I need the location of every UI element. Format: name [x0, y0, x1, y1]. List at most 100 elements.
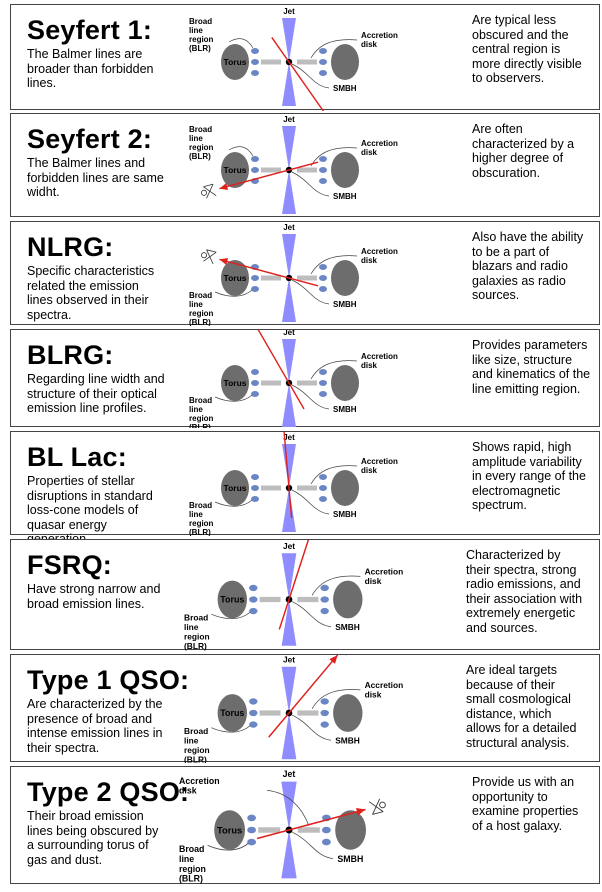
blr-cloud: [319, 369, 327, 375]
jet-label: Jet: [283, 223, 295, 232]
blr-cloud: [320, 698, 329, 705]
blr-cloud: [319, 391, 327, 397]
accretion-disk-right: [297, 275, 317, 281]
blr-leader: [228, 38, 254, 49]
line-of-sight: [256, 808, 366, 840]
accretion-disk-right: [297, 380, 317, 386]
blr-cloud: [319, 264, 327, 270]
agn-row: NLRG: Specific characteristics related th…: [10, 221, 600, 326]
accretion-disk-label: Accretion: [361, 139, 398, 148]
torus-right: [331, 44, 359, 80]
smbh-label: SMBH: [337, 854, 363, 864]
agn-type-remark: Characterized by their spectra, strong r…: [466, 548, 583, 635]
agn-type-description: The Balmer lines and forbidden lines are…: [27, 156, 164, 200]
accretion-disk-label: Accretion: [365, 566, 404, 576]
blr-label: Broad: [189, 125, 212, 134]
blr-leader: [207, 842, 249, 851]
accretion-disk-right: [297, 485, 317, 491]
blr-label: Broad: [184, 726, 208, 736]
torus-right: [331, 260, 359, 296]
accretion-disk-label: disk: [361, 148, 378, 157]
smbh-label: SMBH: [333, 300, 357, 309]
agn-row: Seyfert 2: The Balmer lines and forbidden…: [10, 113, 600, 217]
smbh-leader: [291, 171, 330, 197]
accretion-disk-left: [259, 596, 281, 603]
blr-cloud: [251, 59, 259, 65]
smbh-label: SMBH: [333, 510, 357, 519]
blr-label: (BLR): [184, 754, 207, 763]
blr-cloud: [319, 496, 327, 502]
jet-label: Jet: [283, 769, 296, 779]
blr-cloud: [319, 48, 327, 54]
blr-label: (BLR): [184, 641, 207, 651]
accretion-disk-label: Accretion: [179, 776, 220, 786]
accretion-disk-label: disk: [361, 256, 378, 265]
jet-cone-lower: [282, 62, 296, 106]
accretion-disk-right: [297, 710, 319, 716]
smbh-label: SMBH: [333, 405, 357, 414]
torus-label: Torus: [220, 708, 244, 718]
line-of-sight-arrowhead: [219, 258, 229, 265]
line-of-sight: [271, 37, 325, 111]
blr-cloud: [319, 286, 327, 292]
observer-line: [203, 186, 217, 197]
line-of-sight: [278, 540, 310, 630]
observer-line: [203, 183, 214, 188]
agn-type-title: FSRQ:: [27, 550, 112, 580]
blr-cloud: [319, 178, 327, 184]
jet-label: Jet: [283, 7, 295, 16]
torus-label: Torus: [217, 825, 242, 835]
jet-label: Jet: [283, 541, 295, 551]
blr-cloud: [247, 814, 256, 822]
jet-cone-upper: [282, 18, 296, 62]
agn-type-description: Properties of stellar disruptions in sta…: [27, 474, 153, 546]
agn-type-description: Are characterized by the presence of bro…: [27, 697, 163, 755]
torus-left: [221, 260, 249, 296]
blr-cloud: [251, 380, 259, 386]
observer-line: [206, 249, 217, 253]
blr-cloud: [319, 167, 327, 173]
agn-row: BL Lac: Properties of stellar disruptions…: [10, 431, 600, 546]
agn-unified-model-diagram: Jet Torus SMBH Accretion disk Broad line region…: [173, 767, 469, 885]
smbh-leader: [291, 714, 332, 741]
torus-label: Torus: [224, 273, 247, 283]
accretion-disk-left: [259, 710, 281, 716]
torus-left: [214, 810, 245, 850]
blr-leader: [211, 611, 251, 620]
blr-cloud: [251, 391, 259, 397]
observer-line: [368, 801, 384, 812]
blr-cloud: [249, 607, 258, 615]
blr-cloud: [320, 584, 329, 592]
jet-cone-upper: [281, 666, 297, 713]
blr-cloud: [320, 596, 329, 603]
blr-cloud: [322, 826, 331, 834]
blr-cloud: [249, 596, 258, 603]
agn-type-remark: Also have the ability to be a part of bl…: [472, 230, 584, 303]
agn-type-title: BLRG:: [27, 340, 114, 370]
torus-left: [221, 365, 249, 401]
smbh-leader: [291, 384, 330, 410]
jet-cone-lower: [281, 713, 297, 760]
observer-lens: [200, 252, 207, 259]
torus-right: [335, 810, 366, 850]
accretion-disk-right: [297, 59, 317, 65]
smbh-label: SMBH: [333, 192, 357, 201]
accretion-disk-label: disk: [365, 689, 382, 699]
agn-type-remark: Are ideal targets because of their small…: [466, 663, 577, 750]
blr-cloud: [319, 275, 327, 281]
jet-label: Jet: [283, 330, 295, 337]
agn-row: Type 2 QSO: Their broad emission lines be…: [10, 766, 600, 884]
jet-cone-upper: [281, 781, 297, 830]
accretion-leader: [311, 575, 361, 596]
torus-right: [333, 694, 363, 732]
agn-type-title: Seyfert 2:: [27, 124, 153, 154]
accretion-leader: [311, 689, 361, 709]
jet-cone-upper: [282, 234, 296, 278]
